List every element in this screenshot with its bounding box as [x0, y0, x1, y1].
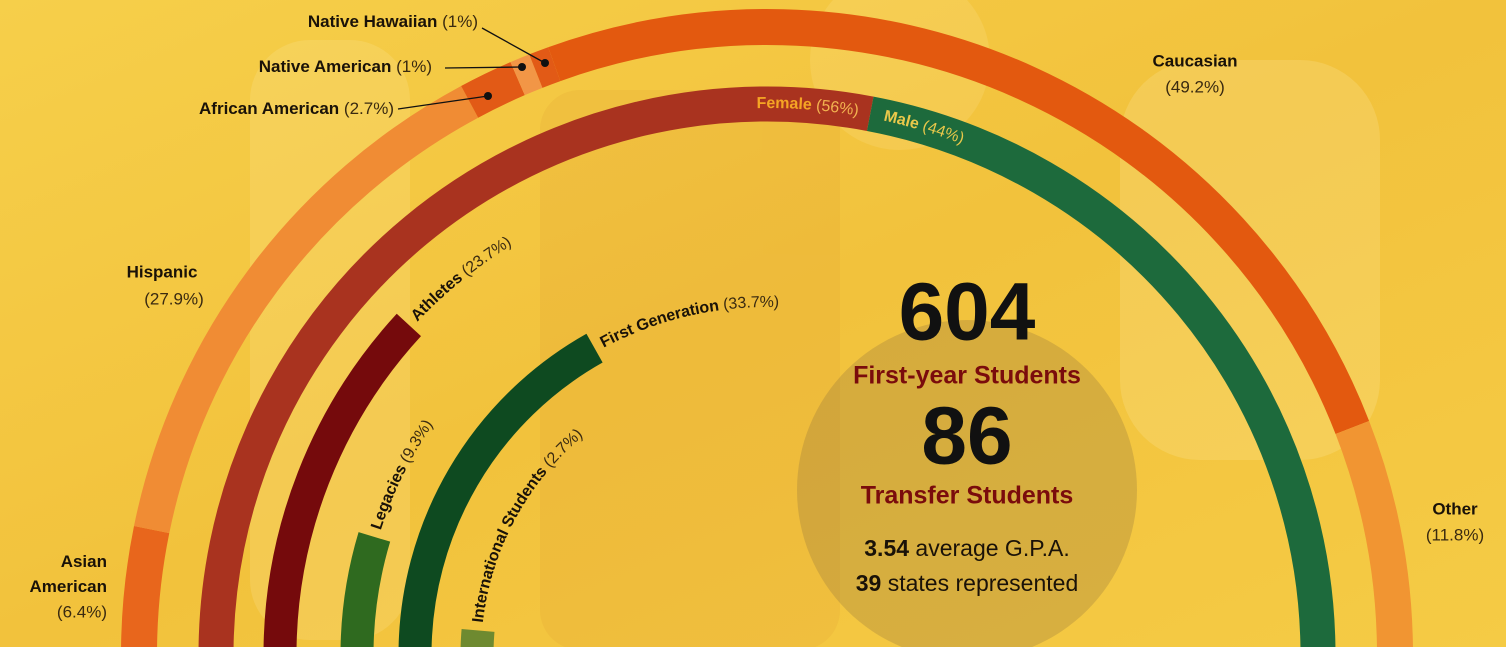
infographic: Female (56%)Male (44%)Athletes (23.7%)Le… [0, 0, 1506, 647]
leader-dot [484, 92, 492, 100]
label-line: American [30, 577, 107, 596]
eth-value: (11.8%) [1426, 525, 1484, 544]
eth-label: Native Hawaiian (1%) [308, 12, 478, 31]
stat-number: 3.54 [864, 535, 909, 561]
eth-label: African American (2.7%) [199, 99, 394, 118]
stat-label: states represented [888, 570, 1079, 596]
label-name: Native Hawaiian [308, 12, 437, 31]
label-name: Female [757, 95, 813, 114]
stat-label: First-year Students [853, 362, 1081, 390]
stat-line: 3.54 average G.P.A. [864, 535, 1069, 561]
label-name: Native American [259, 57, 392, 76]
eth-label: Caucasian [1152, 51, 1237, 70]
leader-dot [518, 63, 526, 71]
eth-value: (27.9%) [144, 289, 204, 308]
label-line: Asian [61, 552, 107, 571]
eth-value: (49.2%) [1165, 77, 1225, 96]
eth-value: (6.4%) [57, 602, 107, 621]
arc-segment [470, 79, 518, 102]
stat-number: 86 [921, 391, 1012, 482]
stat-label: average G.P.A. [915, 535, 1069, 561]
label-value: (2.7%) [344, 99, 394, 118]
stat-label: Transfer Students [861, 482, 1074, 510]
arc-segment [139, 530, 152, 647]
leader-dot [541, 59, 549, 67]
label-value: (1%) [396, 57, 432, 76]
radial-bar [357, 537, 374, 647]
radial-bar [477, 630, 478, 647]
label-value: (1%) [442, 12, 478, 31]
arc-segment [518, 71, 536, 79]
stat-number: 604 [899, 267, 1036, 358]
eth-label: Other [1432, 499, 1478, 518]
stat-line: 39 states represented [856, 570, 1079, 596]
stat-number: 39 [856, 570, 882, 596]
label-value: (33.7%) [722, 294, 779, 314]
eth-label: Native American (1%) [259, 57, 432, 76]
label-name: African American [199, 99, 339, 118]
eth-label: Hispanic [127, 262, 198, 281]
